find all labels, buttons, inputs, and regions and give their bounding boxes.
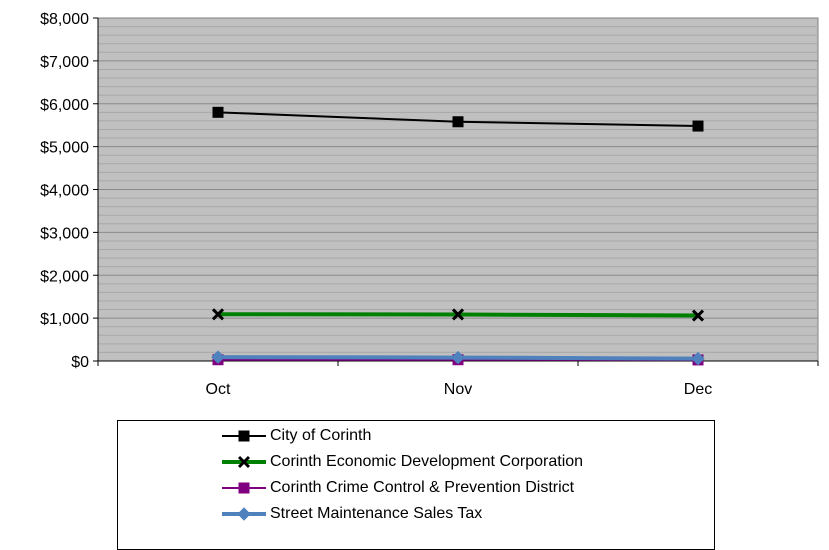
legend-swatch [222,452,266,472]
y-tick-label: $3,000 [40,225,89,242]
legend-swatch [222,426,266,446]
y-tick-label: $8,000 [40,11,89,28]
y-tick-label: $2,000 [40,268,89,285]
legend-item: City of Corinth [222,426,371,446]
legend: City of Corinth Corinth Economic Developm… [117,420,715,550]
legend-swatch-marker [239,483,249,493]
y-tick-label: $6,000 [40,97,89,114]
legend-label: Corinth Economic Development Corporation [270,453,583,471]
legend-label: Corinth Crime Control & Prevention Distr… [270,479,574,497]
data-point [693,121,703,131]
y-tick-label: $5,000 [40,140,89,157]
chart: $0 $1,000 $2,000 $3,000 $4,000 $5,000 $6,000 $7… [0,0,829,420]
legend-swatch-marker [239,431,249,441]
legend-swatch-marker [238,508,250,520]
y-tick-label: $4,000 [40,183,89,200]
y-tick-label: $1,000 [40,311,89,328]
data-point [453,117,463,127]
x-axis: Oct Nov Dec [98,361,818,398]
x-tick-label: Dec [684,381,712,398]
y-tick-label: $7,000 [40,54,89,71]
legend-item: Street Maintenance Sales Tax [222,504,482,524]
legend-item: Corinth Economic Development Corporation [222,452,583,472]
y-axis: $0 $1,000 $2,000 $3,000 $4,000 $5,000 $6,000 $7… [40,11,98,371]
data-point [213,107,223,117]
legend-swatch [222,504,266,524]
y-tick-label: $0 [71,354,89,371]
legend-label: City of Corinth [270,427,371,445]
x-tick-label: Nov [444,381,472,398]
legend-item: Corinth Crime Control & Prevention Distr… [222,478,574,498]
legend-label: Street Maintenance Sales Tax [270,505,482,523]
legend-swatch [222,478,266,498]
x-tick-label: Oct [206,381,231,398]
